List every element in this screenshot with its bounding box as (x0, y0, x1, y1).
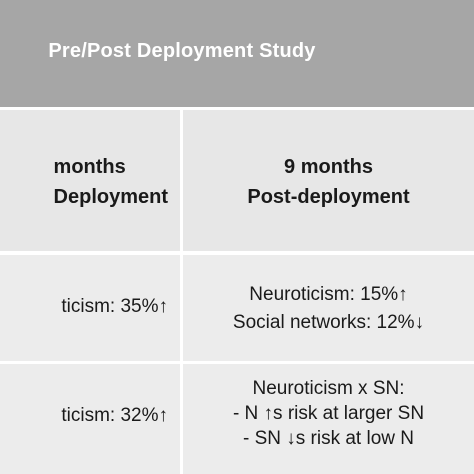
header-pre-line-2: Deployment (53, 186, 168, 208)
table-header-row (0, 110, 474, 251)
row2-pre-cell: ticism: 32%↑ (0, 364, 180, 474)
header-pre-line-1: months (53, 156, 126, 178)
table-row (0, 364, 474, 474)
column-separator (180, 364, 183, 474)
row1-post-cell: Neuroticism: 15%↑ Social networks: 12%↓ (183, 283, 474, 335)
header-post-line-2: Post-deployment (247, 186, 410, 208)
header-post-line-1: 9 months (284, 156, 373, 178)
table-title: Pre/Post Deployment Study (48, 40, 316, 62)
row2-post-cell: Neuroticism x SN: - N ↑s risk at larger … (183, 377, 474, 451)
row1-pre-cell: ticism: 35%↑ (0, 255, 180, 361)
row1-pre-text: ticism: 35%↑ (61, 296, 168, 317)
column-separator (180, 255, 183, 361)
table-title-band: Pre/Post Deployment Study (0, 0, 474, 107)
table-row (0, 255, 474, 361)
row1-post-line-1: Neuroticism: 15%↑ (249, 284, 408, 305)
row2-post-line-2: - N ↑s risk at larger SN (232, 403, 425, 424)
row1-post-line-2: Social networks: 12%↓ (232, 312, 425, 333)
row2-pre-text: ticism: 32%↑ (61, 405, 168, 426)
row2-post-line-1: Neuroticism x SN: (252, 378, 405, 399)
row2-post-line-3: - SN ↓s risk at low N (242, 428, 415, 449)
header-cell-pre: months Deployment (0, 110, 180, 251)
column-separator (180, 110, 183, 251)
header-cell-post: 9 months Post-deployment (183, 152, 474, 212)
